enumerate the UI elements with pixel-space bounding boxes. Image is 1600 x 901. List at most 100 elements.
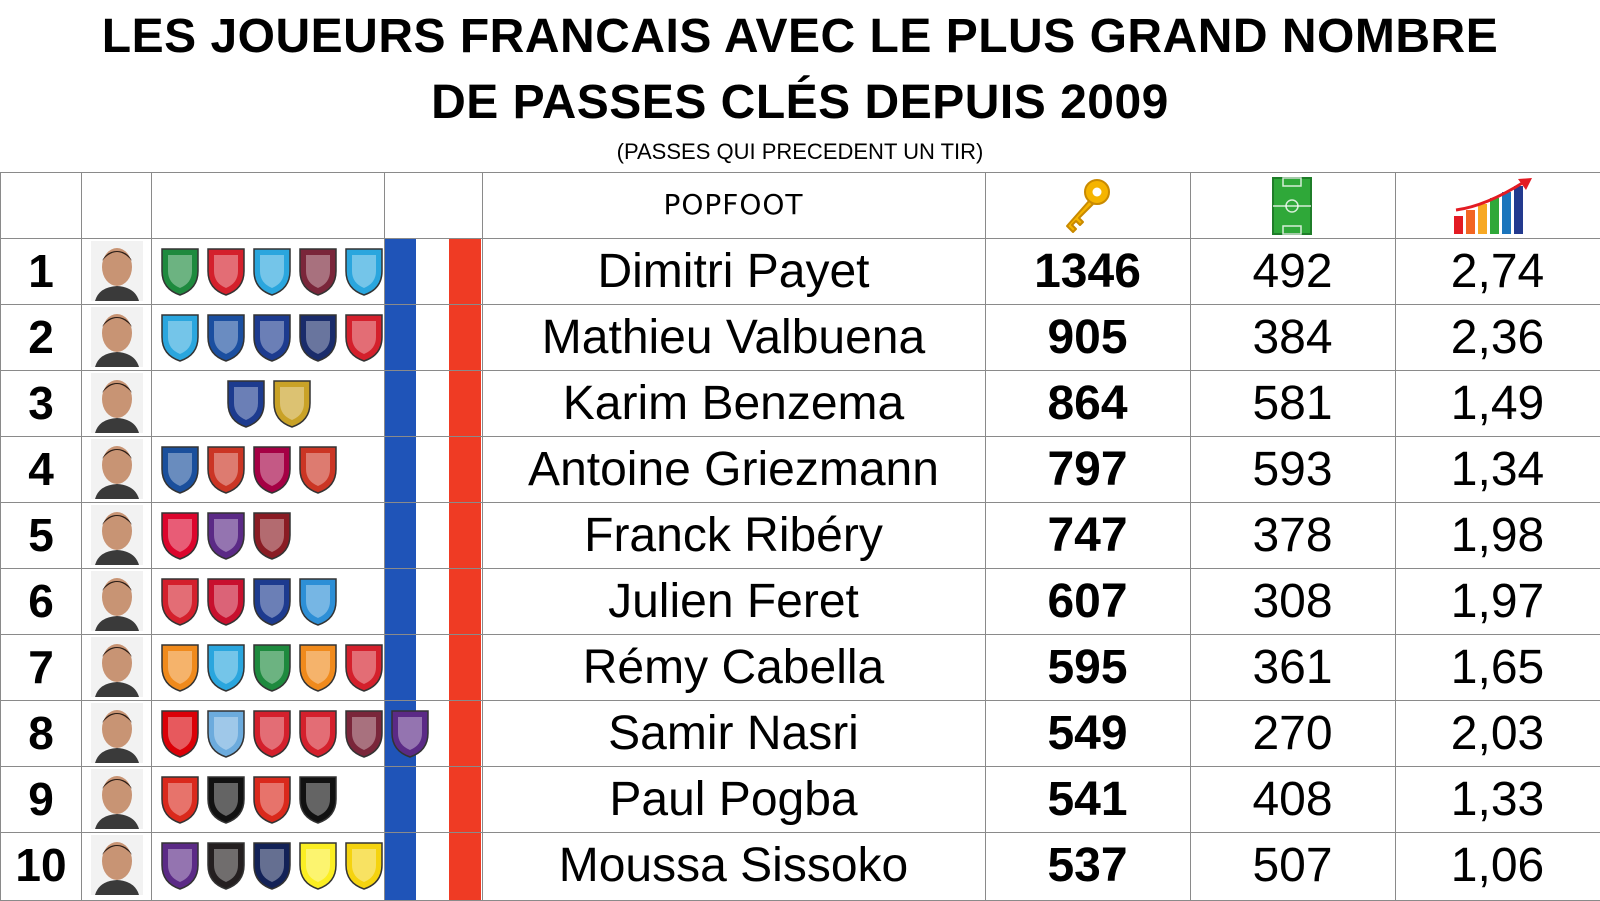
rank-number: 4 — [28, 443, 54, 495]
marseille-crest — [161, 314, 199, 362]
fenerbahce-crest — [299, 314, 337, 362]
matches-value: 581 — [1252, 376, 1333, 430]
manchester-city-crest — [207, 710, 245, 758]
rennes-crest — [207, 578, 245, 626]
rank-number: 1 — [28, 245, 54, 297]
player-name: Mathieu Valbuena — [541, 310, 926, 364]
ratio-value: 1,65 — [1450, 640, 1545, 694]
losc-crest — [345, 644, 383, 692]
french-flag-blue-stripe — [385, 238, 416, 900]
player-photo-cell — [82, 436, 152, 502]
player-name: Dimitri Payet — [597, 244, 870, 298]
rank-number: 5 — [28, 509, 54, 561]
tottenham-crest — [253, 842, 291, 890]
manchester-united-crest — [253, 776, 291, 824]
key-passes-value: 864 — [1047, 376, 1128, 430]
player-photo — [91, 637, 143, 697]
losc-crest — [207, 248, 245, 296]
club-crests — [152, 370, 385, 436]
player-photo-cell — [82, 304, 152, 370]
ratio-value: 1,49 — [1450, 376, 1545, 430]
key-passes-value: 1346 — [1034, 244, 1141, 298]
salernitana-crest — [253, 512, 291, 560]
anderlecht-crest — [391, 710, 429, 758]
key-passes-value: 541 — [1047, 772, 1128, 826]
matches-value: 408 — [1252, 772, 1333, 826]
player-photo — [91, 571, 143, 631]
juventus-crest — [299, 776, 337, 824]
ratio-value: 2,74 — [1450, 244, 1545, 298]
matches-value: 270 — [1252, 706, 1333, 760]
club-crests — [152, 568, 391, 634]
saint-etienne-crest — [253, 644, 291, 692]
player-name: Rémy Cabella — [582, 640, 885, 694]
club-crests — [152, 304, 391, 370]
player-photo-cell — [82, 370, 152, 436]
player-photo-cell — [82, 700, 152, 766]
player-name: Karim Benzema — [562, 376, 905, 430]
table-row: 10 Moussa Sissoko 537 507 1,06 — [0, 832, 1600, 898]
rank-number: 10 — [15, 839, 67, 891]
marseille-crest — [345, 248, 383, 296]
player-name: Moussa Sissoko — [558, 838, 909, 892]
player-photo — [91, 373, 143, 433]
table-row: 5 Franck Ribéry 747 378 1,98 — [0, 502, 1600, 568]
player-photo — [91, 241, 143, 301]
atletico-madrid-crest — [299, 446, 337, 494]
key-passes-value: 747 — [1047, 508, 1128, 562]
key-passes-value: 797 — [1047, 442, 1128, 496]
marseille-crest — [207, 644, 245, 692]
toulouse-crest — [161, 842, 199, 890]
rank-number: 2 — [28, 311, 54, 363]
club-crests — [152, 766, 391, 832]
table-row: 6 Julien Feret 607 308 1,97 — [0, 568, 1600, 634]
club-crests — [152, 634, 391, 700]
table-border — [0, 172, 1600, 901]
player-photo-cell — [82, 634, 152, 700]
ratio-value: 1,97 — [1450, 574, 1545, 628]
bar-chart-up-icon — [1454, 178, 1532, 234]
player-name: Paul Pogba — [609, 772, 858, 826]
key-passes-value: 595 — [1047, 640, 1128, 694]
rank-number: 8 — [28, 707, 54, 759]
nancy-crest — [161, 578, 199, 626]
player-name: Julien Feret — [608, 574, 859, 628]
fiorentina-crest — [207, 512, 245, 560]
arsenal-crest — [161, 710, 199, 758]
ratio-value: 1,98 — [1450, 508, 1545, 562]
table-row: 3 Karim Benzema 864 581 1,49 — [0, 370, 1600, 436]
table-row: 8 Samir Nasri 549 270 2,03 — [0, 700, 1600, 766]
player-photo — [91, 505, 143, 565]
table-row: 7 Rémy Cabella 595 361 1,65 — [0, 634, 1600, 700]
player-photo-cell — [82, 766, 152, 832]
matches-value: 361 — [1252, 640, 1333, 694]
player-photo — [91, 703, 143, 763]
matches-value: 308 — [1252, 574, 1333, 628]
montpellier-crest — [299, 644, 337, 692]
ratio-value: 2,36 — [1450, 310, 1545, 364]
table-row: 1 Dimitri Payet 1346 492 2,74 — [0, 238, 1600, 304]
table-header: POPFOOT — [0, 172, 1600, 238]
watford-crest — [299, 842, 337, 890]
newcastle-crest — [207, 842, 245, 890]
juventus-crest — [207, 776, 245, 824]
matches-value: 378 — [1252, 508, 1333, 562]
table-row: 2 Mathieu Valbuena 905 384 2,36 — [0, 304, 1600, 370]
ranking-table: POPFOOT — [0, 172, 1600, 901]
club-crests — [152, 436, 391, 502]
popfoot-logo: POPFOOT — [482, 188, 985, 221]
key-passes-value: 905 — [1047, 310, 1128, 364]
lyon-crest — [253, 314, 291, 362]
auxerre-crest — [299, 578, 337, 626]
antalyaspor-crest — [299, 710, 337, 758]
saint-etienne-crest — [161, 248, 199, 296]
player-photo — [91, 439, 143, 499]
ratio-value: 1,06 — [1450, 838, 1545, 892]
title-line-2: DE PASSES CLÉS DEPUIS 2009 — [431, 76, 1169, 129]
real-sociedad-crest — [161, 446, 199, 494]
nantes-crest — [345, 842, 383, 890]
table-row: 9 Paul Pogba 541 408 1,33 — [0, 766, 1600, 832]
club-crests — [152, 700, 429, 766]
matches-value: 492 — [1252, 244, 1333, 298]
player-photo-cell — [82, 502, 152, 568]
